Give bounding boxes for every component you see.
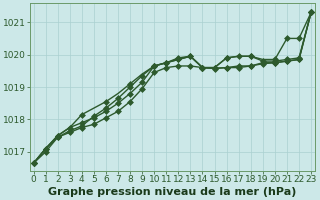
X-axis label: Graphe pression niveau de la mer (hPa): Graphe pression niveau de la mer (hPa): [48, 187, 297, 197]
